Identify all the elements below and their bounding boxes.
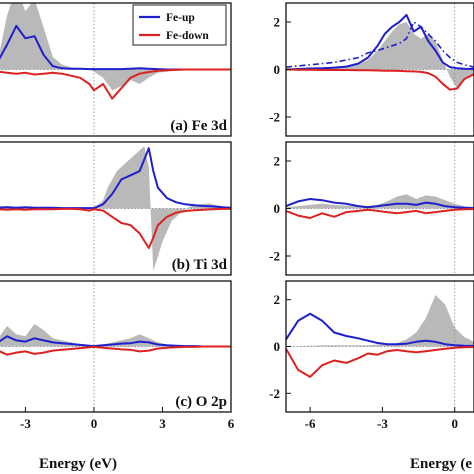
series-fe-down-left-middle (0, 207, 231, 249)
legend-label-fe-up: Fe-up (166, 12, 195, 24)
series-fe-down-right-top (286, 68, 474, 91)
left-x-axis-label: Energy (eV) (39, 456, 117, 472)
series-fe-up-left-middle (0, 147, 231, 210)
plot-area-left-top (0, 3, 231, 136)
x-tick-label-right-bottom: -3 (377, 416, 388, 431)
right-x-axis-label: Energy (e (410, 456, 472, 472)
plot-area-right-top (286, 3, 474, 136)
panel-left-middle: (b) Ti 3d (0, 141, 232, 276)
y-tick-label-right-top: 2 (274, 15, 281, 30)
legend-label-fe-down: Fe-down (166, 30, 209, 42)
frame-left-bottom (0, 280, 232, 413)
plot-area-left-bottom (0, 281, 231, 412)
frame-left-middle (0, 141, 232, 276)
plot-area-right-bottom (286, 281, 474, 412)
chart-panels: (a) Fe 3d(b) Ti 3d-3 0 3 6(c) O 2p20-220-2-… (0, 2, 474, 431)
y-tick-label-right-middle: 0 (274, 201, 281, 216)
shaded-dos-left-top (0, 3, 231, 91)
panel-right-middle: 2 0 -2 (269, 141, 474, 276)
x-tick-label-right-bottom: -6 (305, 416, 316, 431)
panel-right-top: 2 0 -2 (269, 2, 474, 137)
legend-box (132, 4, 227, 46)
series-fe-up-right-middle (286, 198, 474, 209)
y-tick-label-right-top: 0 (274, 62, 281, 77)
panel-left-top: (a) Fe 3d (0, 2, 232, 137)
panel-label-left-middle: (b) Ti 3d (172, 257, 228, 273)
series-fe-up-right-bottom (286, 312, 474, 347)
plot-area-right-middle (286, 142, 474, 275)
shaded-dos-left-bottom (0, 324, 231, 347)
series-fe-down-left-top (0, 68, 231, 100)
y-tick-label-right-middle: -2 (269, 249, 280, 264)
series-fe-up-right-top (286, 13, 474, 71)
shaded-dos-right-bottom (286, 295, 474, 347)
panel-label-left-bottom: (c) O 2p (175, 394, 227, 410)
y-tick-label-right-bottom: 0 (274, 339, 281, 354)
series-fe-down-left-bottom (0, 345, 231, 356)
x-tick-label-left-bottom: 0 (91, 416, 98, 431)
x-tick-label-left-bottom: -3 (20, 416, 31, 431)
y-tick-label-right-middle: 2 (274, 154, 281, 169)
series-fe-down-right-middle (286, 208, 474, 219)
shaded-dos-right-middle (286, 194, 474, 209)
legend: Fe-up Fe-down (132, 4, 227, 46)
y-tick-label-right-bottom: 2 (274, 292, 281, 307)
shaded-dos-left-middle (0, 146, 231, 271)
frame-left-top (0, 2, 232, 137)
x-tick-label-left-bottom: 6 (228, 416, 235, 431)
series-fe-down-right-bottom (286, 346, 474, 378)
x-tick-label-left-bottom: 3 (159, 416, 166, 431)
series-dash-dot-right-top (286, 21, 474, 68)
y-tick-label-right-bottom: -2 (269, 386, 280, 401)
panel-left-bottom: -3 0 3 6(c) O 2p (0, 280, 235, 431)
y-tick-label-right-top: -2 (269, 110, 280, 125)
x-tick-label-right-bottom: 0 (451, 416, 458, 431)
panel-right-bottom: -6 -3 0 2 0 -2 (269, 280, 474, 431)
shaded-dos-right-top (286, 22, 474, 89)
panel-label-left-top: (a) Fe 3d (170, 118, 227, 134)
plot-area-left-middle (0, 142, 231, 275)
